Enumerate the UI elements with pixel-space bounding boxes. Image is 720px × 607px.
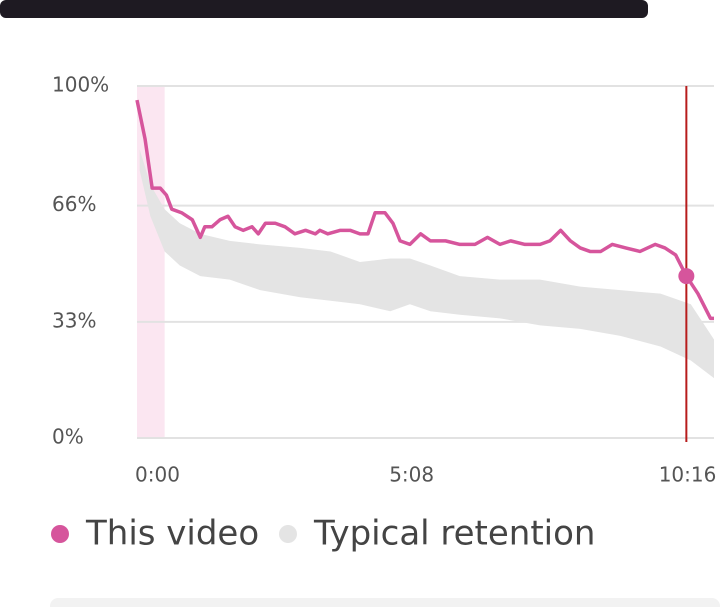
legend-swatch <box>51 525 69 543</box>
x-tick-label: 10:16 <box>659 463 717 487</box>
y-tick-label: 100% <box>52 73 109 97</box>
current-position-dot <box>678 268 695 285</box>
x-tick-label: 5:08 <box>389 463 434 487</box>
highlight-band <box>137 86 165 438</box>
legend-swatch <box>279 525 297 543</box>
y-tick-label: 0% <box>52 425 84 449</box>
retention-line <box>135 99 714 321</box>
bottom-card <box>50 598 720 607</box>
legend-label: Typical retention <box>313 514 595 554</box>
video-thumbnail-strip <box>0 0 648 18</box>
y-tick-label: 66% <box>52 192 96 216</box>
legend-label: This video <box>85 514 259 554</box>
retention-band <box>139 149 715 379</box>
x-tick-label: 0:00 <box>135 463 180 487</box>
y-tick-label: 33% <box>52 308 96 332</box>
